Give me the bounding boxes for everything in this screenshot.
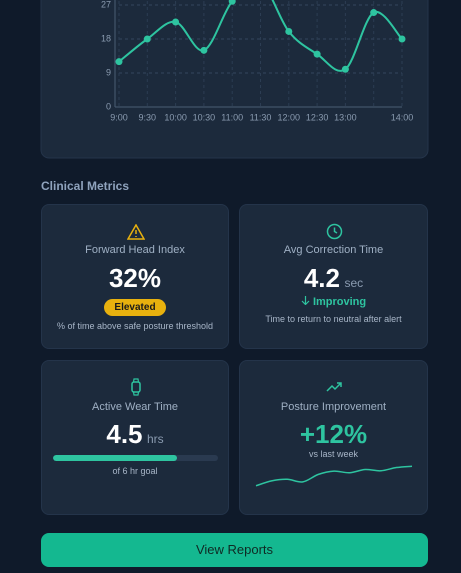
status-badge: Elevated: [104, 299, 166, 316]
progress-track: [53, 455, 218, 461]
metric-label: Posture Improvement: [280, 401, 387, 413]
progress-fill: [53, 455, 177, 461]
x-tick-label: 10:30: [193, 112, 216, 122]
chart: 091827369:009:3010:0010:3011:0011:3012:0…: [40, 0, 429, 159]
metric-unit: sec: [344, 276, 364, 290]
data-point: [200, 46, 208, 54]
metric-label: Active Wear Time: [92, 401, 178, 413]
x-tick-label: 9:30: [139, 112, 157, 122]
y-tick-label: 18: [101, 33, 111, 43]
y-tick-label: 27: [101, 0, 111, 9]
data-point: [143, 35, 151, 43]
data-point: [115, 58, 123, 66]
chart-card: [40, 0, 429, 159]
x-tick-label: 12:30: [306, 112, 329, 122]
x-tick-label: 10:00: [164, 112, 187, 122]
x-tick-label: 9:00: [110, 112, 128, 122]
metric-value: +12%: [299, 419, 368, 449]
goal-value: 6: [122, 466, 128, 476]
data-point: [228, 0, 236, 5]
watch-icon: [131, 378, 141, 396]
goal-prefix: of: [112, 466, 120, 476]
x-tick-label: 11:30: [250, 112, 272, 122]
trend: Improving: [240, 296, 427, 308]
metric-unit: hrs: [146, 432, 164, 446]
metric-note: % of time above safe posture threshold: [56, 321, 214, 331]
data-point: [341, 65, 349, 73]
data-point: [172, 18, 180, 26]
section-title: Clinical Metrics: [41, 179, 130, 193]
series-line: [118, 0, 403, 72]
metric-value: 4.5: [106, 419, 143, 449]
y-tick-label: 0: [106, 101, 111, 111]
data-point: [398, 35, 406, 43]
goal-note: of 6 hr goal: [42, 466, 228, 476]
warning-icon: [127, 224, 145, 240]
metric-value: 32%: [108, 263, 162, 293]
metric-note: Time to return to neutral after alert: [265, 314, 402, 324]
metric-value: 4.2: [303, 263, 340, 293]
sparkline: [255, 465, 413, 487]
metric-label: Forward Head Index: [85, 244, 185, 256]
data-point: [370, 9, 378, 17]
metric-card: Posture Improvement +12% vs last week: [239, 360, 428, 515]
metric-value-row: 4.2 sec: [240, 263, 427, 294]
down-arrow-icon: [301, 296, 310, 306]
data-point: [285, 27, 293, 35]
x-tick-label: 13:00: [334, 112, 357, 122]
goal-suffix: hr goal: [130, 466, 158, 476]
trend-text: Improving: [312, 296, 367, 308]
x-tick-label: 11:00: [221, 112, 243, 122]
x-tick-label: 12:00: [278, 112, 301, 122]
trend-icon: [326, 382, 342, 392]
clock-icon: [326, 223, 343, 240]
metric-value-row: 4.5 hrs: [42, 419, 228, 450]
metric-card: Active Wear Time 4.5 hrs of 6 hr goal: [41, 360, 229, 515]
data-point: [313, 50, 321, 58]
metric-note: vs last week: [308, 449, 359, 459]
view-reports-button[interactable]: View Reports: [41, 533, 428, 567]
sparkline-chart: [255, 465, 413, 487]
y-tick-label: 9: [106, 67, 111, 77]
x-tick-label: 14:00: [391, 112, 414, 122]
metric-label: Avg Correction Time: [283, 244, 384, 256]
metric-card: Forward Head Index 32% Elevated % of tim…: [41, 204, 229, 349]
metric-card: Avg Correction Time 4.2 sec Improving Ti…: [239, 204, 428, 349]
